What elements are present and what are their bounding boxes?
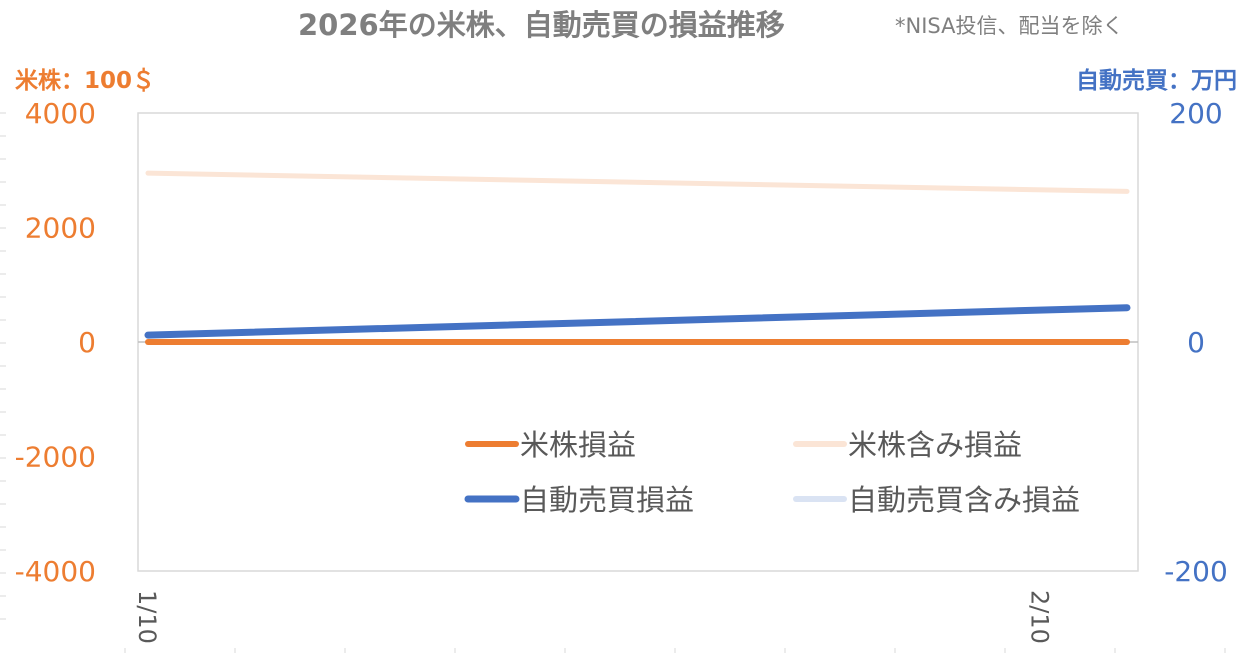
left-tick-label: 2000 (25, 212, 96, 245)
right-tick-label: 200 (1169, 97, 1222, 130)
left-tick-label: 0 (78, 326, 96, 359)
left-tick-label: -2000 (15, 441, 96, 474)
left-axis-tick-labels: 4000 2000 0 -2000 -4000 (15, 97, 96, 588)
chart-subtitle: *NISA投信、配当を除く (895, 14, 1124, 38)
right-axis-tick-labels: 200 0 -200 (1164, 97, 1228, 588)
legend-label[interactable]: 自動売買含み損益 (848, 483, 1080, 517)
x-tick-label: 1/10 (133, 590, 161, 644)
series-lines (144, 170, 1131, 345)
chart-title: 2026年の米株、自動売買の損益推移 (298, 8, 785, 42)
bottom-margin-ticks (124, 648, 1226, 653)
right-tick-label: 0 (1187, 326, 1205, 359)
right-axis-unit-label: 自動売買：万円 (1076, 67, 1237, 94)
x-tick-label: 2/10 (1026, 590, 1054, 644)
series-line (145, 170, 1130, 194)
legend-label[interactable]: 米株含み損益 (848, 428, 1022, 462)
right-tick-label: -200 (1164, 555, 1228, 588)
left-tick-label: 4000 (25, 97, 96, 130)
series-line (144, 304, 1131, 339)
left-margin-ticks (0, 112, 6, 620)
legend-label[interactable]: 自動売買損益 (520, 483, 694, 517)
left-tick-label: -4000 (15, 555, 96, 588)
left-axis-unit-label: 米株：100＄ (15, 67, 155, 94)
x-axis-tick-labels: 1/10 2/10 (133, 590, 1054, 644)
legend-label[interactable]: 米株損益 (520, 428, 636, 462)
